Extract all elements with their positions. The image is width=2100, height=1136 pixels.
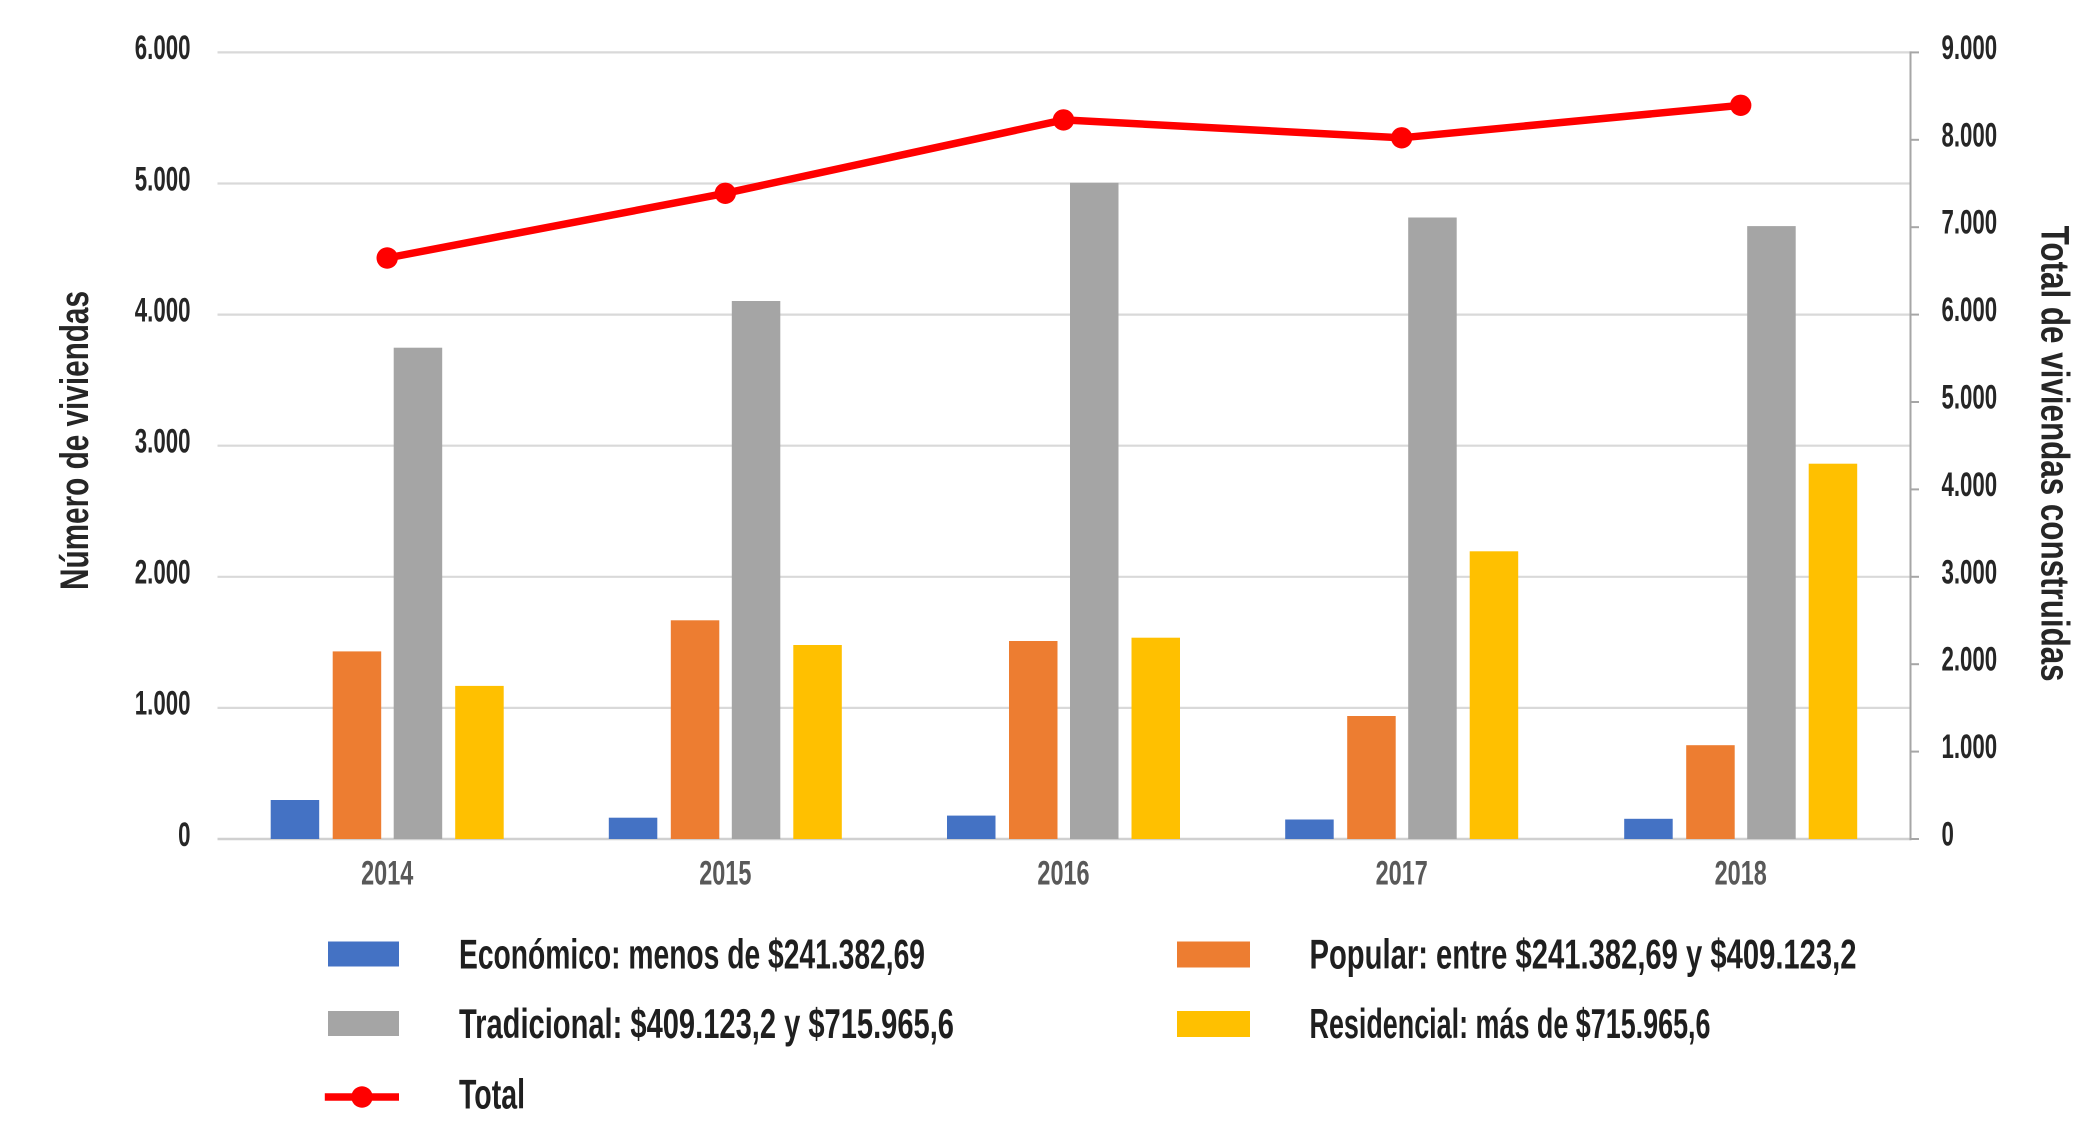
svg-text:Tradicional: $409.123,2 y $715: Tradicional: $409.123,2 y $715.965,6 [459, 1000, 954, 1047]
svg-text:6.000: 6.000 [135, 30, 191, 68]
svg-text:2017: 2017 [1376, 855, 1428, 892]
svg-text:2016: 2016 [1037, 855, 1089, 892]
svg-text:Económico: menos de $241.382,6: Económico: menos de $241.382,69 [459, 931, 925, 978]
svg-text:4.000: 4.000 [135, 292, 191, 330]
svg-text:2.000: 2.000 [1942, 641, 1998, 679]
svg-text:9.000: 9.000 [1942, 29, 1998, 67]
svg-text:Número de viviendas: Número de viviendas [53, 291, 97, 590]
svg-text:0: 0 [178, 816, 190, 854]
svg-text:1.000: 1.000 [135, 685, 191, 723]
svg-text:Residencial: más de $715.965,6: Residencial: más de $715.965,6 [1310, 1000, 1711, 1047]
svg-text:2014: 2014 [361, 855, 414, 892]
svg-text:3.000: 3.000 [1942, 554, 1998, 592]
svg-text:8.000: 8.000 [1942, 117, 1998, 155]
svg-text:3.000: 3.000 [135, 423, 191, 461]
svg-text:4.000: 4.000 [1942, 466, 1998, 504]
svg-text:6.000: 6.000 [1942, 292, 1998, 330]
svg-text:5.000: 5.000 [1942, 379, 1998, 417]
svg-text:7.000: 7.000 [1942, 204, 1998, 242]
svg-text:Popular: entre $241.382,69 y $: Popular: entre $241.382,69 y $409.123,2 [1310, 931, 1857, 978]
svg-text:2018: 2018 [1715, 855, 1767, 892]
svg-text:2015: 2015 [699, 855, 751, 892]
svg-text:0: 0 [1942, 816, 1954, 854]
svg-text:Total: Total [459, 1071, 525, 1118]
svg-text:1.000: 1.000 [1942, 729, 1998, 767]
svg-text:5.000: 5.000 [135, 161, 191, 199]
svg-text:2.000: 2.000 [135, 554, 191, 592]
svg-text:Total de viviendas construidas: Total de viviendas construidas [2032, 226, 2076, 682]
